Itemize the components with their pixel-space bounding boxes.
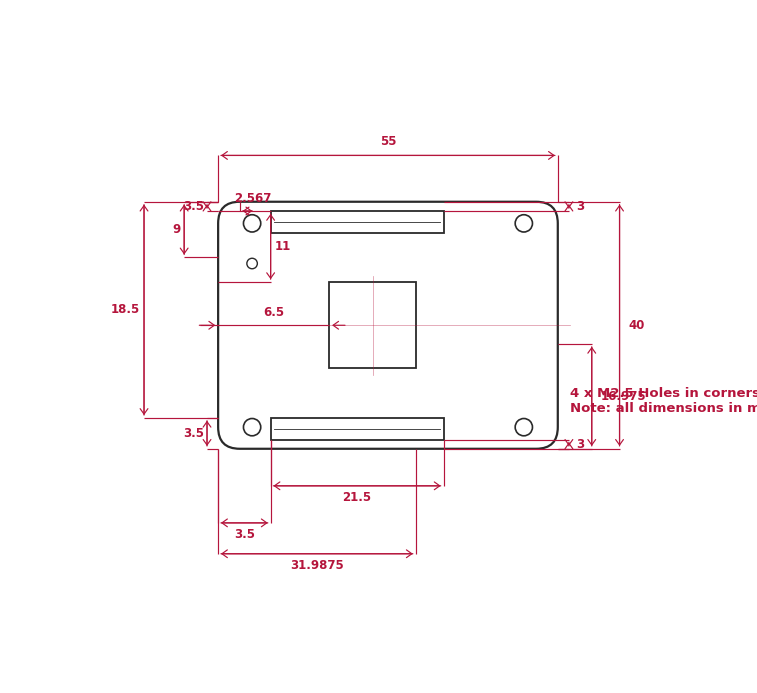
Text: 21.5: 21.5 bbox=[342, 491, 372, 504]
Text: 3.5: 3.5 bbox=[183, 427, 204, 440]
Text: 6.5: 6.5 bbox=[263, 306, 285, 319]
Text: 40: 40 bbox=[629, 319, 645, 332]
Text: 3: 3 bbox=[576, 200, 584, 213]
Text: 3: 3 bbox=[576, 438, 584, 450]
Bar bbox=[271, 418, 444, 439]
Bar bbox=[271, 211, 444, 233]
Text: 9: 9 bbox=[173, 223, 181, 236]
Text: 11: 11 bbox=[274, 240, 291, 253]
Text: Note: all dimensions in mm: Note: all dimensions in mm bbox=[570, 402, 757, 415]
Text: 3.5: 3.5 bbox=[183, 200, 204, 213]
Text: 31.9875: 31.9875 bbox=[290, 559, 344, 572]
Text: 2.567: 2.567 bbox=[234, 192, 271, 205]
Text: 4 x M2.5 Holes in corners: 4 x M2.5 Holes in corners bbox=[570, 387, 757, 400]
Text: 16.975: 16.975 bbox=[601, 390, 646, 403]
Text: 3.5: 3.5 bbox=[234, 528, 255, 541]
Bar bbox=[329, 282, 416, 369]
Text: 55: 55 bbox=[380, 135, 396, 148]
Text: 18.5: 18.5 bbox=[111, 304, 140, 316]
FancyBboxPatch shape bbox=[218, 202, 558, 449]
